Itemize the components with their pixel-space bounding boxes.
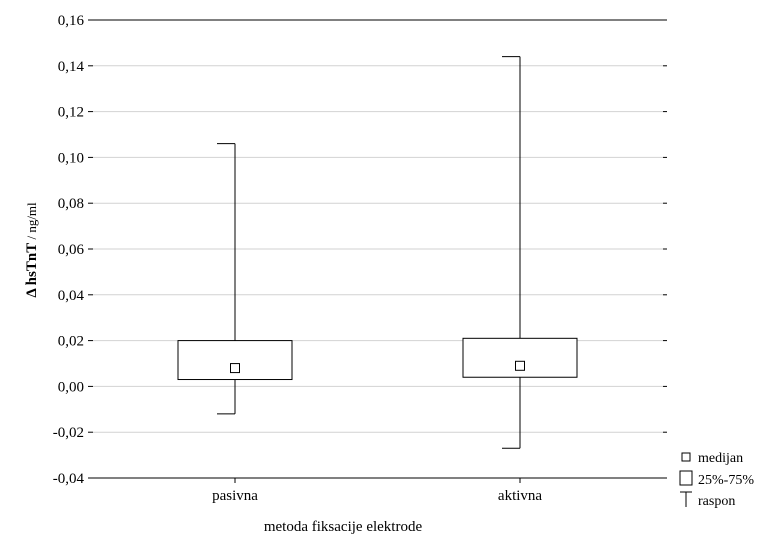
x-tick-label: aktivna [498, 488, 542, 504]
legend-label: 25%-75% [698, 473, 754, 488]
y-axis-ticks: -0,04 -0,02 0,00 0,02 0,04 0,06 0,08 0,10 0,12 0,… [53, 13, 667, 487]
y-tick-label: 0,08 [58, 196, 84, 212]
legend-label: raspon [698, 494, 735, 509]
y-axis-title-main: Δ hsTnT [24, 243, 40, 298]
x-tick-label: pasivna [212, 488, 258, 504]
median-marker [230, 363, 240, 374]
y-tick-label: 0,04 [58, 288, 85, 304]
box-aktivna [462, 56, 578, 449]
iqr-box [462, 337, 578, 378]
y-tick-label: 0,14 [58, 59, 85, 75]
y-tick-label: 0,02 [58, 334, 84, 350]
y-tick-label: 0,06 [58, 242, 85, 258]
x-axis-labels: pasivna aktivna [212, 478, 542, 504]
y-tick-label: 0,16 [58, 13, 85, 29]
iqr-box [177, 340, 293, 381]
legend-label: medijan [698, 451, 743, 466]
y-tick-label: 0,12 [58, 105, 84, 121]
median-marker [515, 360, 525, 371]
axes [93, 19, 663, 479]
y-tick-label: 0,10 [58, 150, 84, 166]
legend-box-symbol [679, 470, 693, 486]
x-axis-title: metoda fiksacije elektrode [264, 519, 423, 535]
legend: medijan 25%-75% raspon [679, 451, 754, 509]
y-tick-label: 0,00 [58, 379, 84, 395]
y-tick-label: -0,02 [53, 425, 84, 441]
y-axis-title: Δ hsTnT / ng/ml [24, 202, 40, 298]
y-tick-label: -0,04 [53, 471, 85, 487]
legend-median-symbol [681, 452, 691, 462]
y-axis-title-unit: / ng/ml [24, 202, 39, 243]
boxes [177, 56, 578, 449]
box-pasivna [177, 143, 293, 415]
